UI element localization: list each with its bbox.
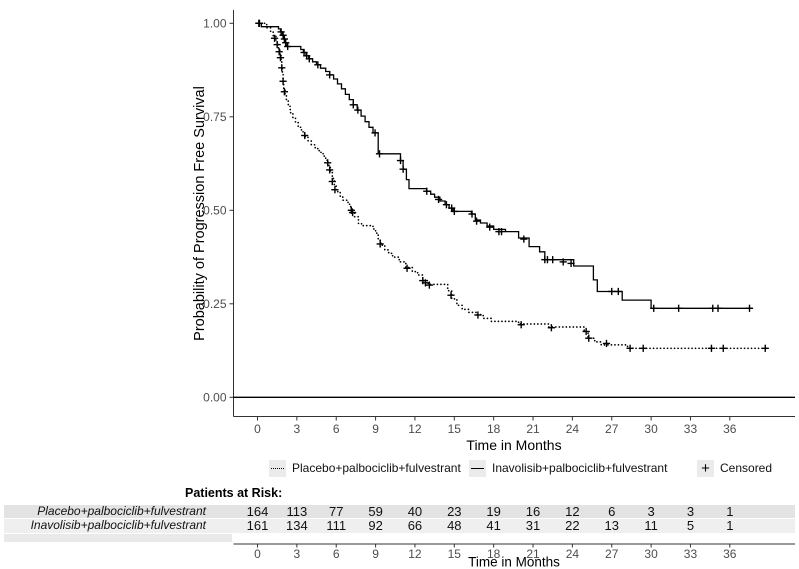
inavolisib-curve xyxy=(257,22,753,309)
svg-text:3: 3 xyxy=(294,547,301,561)
svg-text:0.75: 0.75 xyxy=(203,110,227,124)
y-axis-title: Probability of Progression Free Survival xyxy=(192,86,208,341)
risk-count: 111 xyxy=(326,518,347,533)
risk-row-label-placebo: Placebo+palbociclib+fulvestrant xyxy=(37,503,206,518)
svg-text:12: 12 xyxy=(408,547,422,561)
svg-text:21: 21 xyxy=(526,422,540,436)
legend-label-censored: Censored xyxy=(720,461,773,475)
legend-item-inavolisib: Inavolisib+palbociclib+fulvestrant xyxy=(469,457,667,479)
risk-count: 13 xyxy=(604,518,619,533)
censored-plus-icon: + xyxy=(697,459,714,477)
risk-axis-title: Time in Months xyxy=(468,555,560,569)
svg-text:21: 21 xyxy=(526,547,540,561)
risk-row-inavolisib: Inavolisib+palbociclib+fulvestrant xyxy=(4,518,795,533)
svg-text:0.25: 0.25 xyxy=(203,297,227,311)
svg-text:6: 6 xyxy=(333,547,340,561)
risk-count: 92 xyxy=(368,518,383,533)
risk-count: 40 xyxy=(407,503,423,519)
svg-text:0.50: 0.50 xyxy=(203,203,227,217)
risk-count: 11 xyxy=(644,518,658,533)
svg-text:30: 30 xyxy=(644,547,658,561)
risk-count: 5 xyxy=(686,518,695,533)
risk-count: 113 xyxy=(286,503,308,519)
legend-label-inavolisib: Inavolisib+palbociclib+fulvestrant xyxy=(492,461,668,475)
svg-text:33: 33 xyxy=(684,422,698,436)
legend-label-placebo: Placebo+palbociclib+fulvestrant xyxy=(292,461,461,475)
risk-count: 164 xyxy=(246,503,269,519)
risk-count: 3 xyxy=(686,503,695,519)
placebo-censor-marks xyxy=(255,19,769,352)
risk-count: 59 xyxy=(368,503,383,519)
risk-count: 41 xyxy=(486,518,501,533)
axes-layer: 1.000.750.500.250.000 3 6 9 12 15 18 21 24 27 30 33… xyxy=(203,10,795,561)
svg-text:18: 18 xyxy=(487,422,501,436)
svg-text:0: 0 xyxy=(254,547,261,561)
svg-text:9: 9 xyxy=(372,422,379,436)
svg-text:18: 18 xyxy=(487,547,501,561)
legend-item-placebo: Placebo+palbociclib+fulvestrant xyxy=(269,457,461,479)
svg-text:3: 3 xyxy=(294,422,301,436)
risk-count: 31 xyxy=(525,518,541,533)
legend-item-censored: + Censored xyxy=(697,457,772,479)
inavolisib-censor-marks xyxy=(255,19,754,312)
svg-text:36: 36 xyxy=(723,547,737,561)
risk-count: 66 xyxy=(407,518,423,533)
svg-text:27: 27 xyxy=(605,547,619,561)
risk-count: 19 xyxy=(486,503,501,519)
placebo-curve xyxy=(256,22,768,350)
svg-text:36: 36 xyxy=(723,422,737,436)
risk-count: 48 xyxy=(447,518,462,533)
svg-text:33: 33 xyxy=(684,547,698,561)
risk-row-placebo: Placebo+palbociclib+fulvestrant xyxy=(4,503,795,518)
svg-text:30: 30 xyxy=(644,422,658,436)
svg-text:0.00: 0.00 xyxy=(203,390,227,404)
risk-count: 1 xyxy=(726,518,734,533)
risk-count: 12 xyxy=(565,503,580,519)
risk-count: 1 xyxy=(726,503,734,519)
svg-text:9: 9 xyxy=(372,547,379,561)
risk-count: 16 xyxy=(525,503,541,519)
risk-count: 161 xyxy=(246,518,269,533)
risk-count: 23 xyxy=(447,503,462,519)
dotted-line-key-icon xyxy=(269,459,286,477)
x-axis-title: Time in Months xyxy=(466,437,561,453)
solid-line-key-icon xyxy=(469,459,486,477)
svg-text:0: 0 xyxy=(254,422,261,436)
risk-count: 6 xyxy=(608,503,616,519)
svg-text:15: 15 xyxy=(448,422,462,436)
svg-text:1.00: 1.00 xyxy=(203,16,227,30)
risk-row-empty-stripe xyxy=(4,533,232,542)
svg-text:24: 24 xyxy=(566,547,580,561)
risk-count: 22 xyxy=(565,518,580,533)
svg-text:27: 27 xyxy=(605,422,619,436)
svg-text:24: 24 xyxy=(566,422,580,436)
svg-text:12: 12 xyxy=(408,422,422,436)
risk-count: 134 xyxy=(286,518,308,533)
curves-layer xyxy=(255,19,769,352)
patients-at-risk-title: Patients at Risk: xyxy=(185,486,283,500)
risk-count: 77 xyxy=(328,503,344,519)
risk-row-label-inavolisib: Inavolisib+palbociclib+fulvestrant xyxy=(30,518,206,532)
legend: Placebo+palbociclib+fulvestrant Inavolis… xyxy=(0,457,799,481)
risk-count: 3 xyxy=(647,503,655,519)
svg-text:6: 6 xyxy=(333,422,340,436)
svg-text:15: 15 xyxy=(448,547,462,561)
